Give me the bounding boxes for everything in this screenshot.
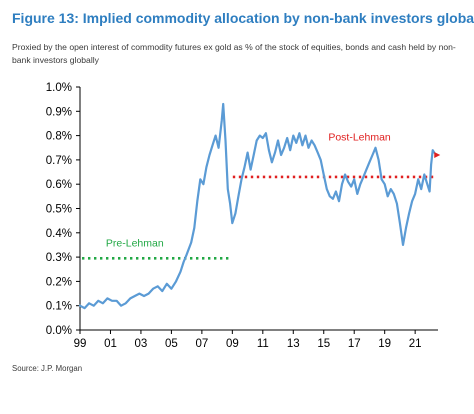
x-tick-label: 21 <box>409 338 422 350</box>
x-tick-label: 99 <box>74 338 87 350</box>
x-tick-label: 13 <box>287 338 300 350</box>
post-lehman-label: Post-Lehman <box>328 131 391 143</box>
y-tick-label: 0.0% <box>46 325 72 337</box>
y-tick-label: 0.3% <box>46 252 72 264</box>
y-tick-label: 0.6% <box>46 179 72 191</box>
y-tick-label: 0.2% <box>46 276 72 288</box>
y-tick-label: 1.0% <box>46 82 72 94</box>
y-tick-label: 0.8% <box>46 131 72 143</box>
x-tick-label: 15 <box>317 338 330 350</box>
y-tick-label: 0.5% <box>46 204 72 216</box>
chart-source: Source: J.P. Morgan <box>12 364 83 373</box>
x-tick-label: 05 <box>165 338 178 350</box>
chart-subtitle: Proxied by the open interest of commodit… <box>12 42 456 65</box>
x-tick-label: 19 <box>378 338 391 350</box>
y-tick-label: 0.4% <box>46 228 72 240</box>
y-tick-label: 0.9% <box>46 106 72 118</box>
latest-value-marker <box>434 152 441 159</box>
x-tick-label: 01 <box>104 338 117 350</box>
y-tick-label: 0.1% <box>46 301 72 313</box>
commodity-allocation-series-line <box>78 102 436 310</box>
x-tick-label: 03 <box>135 338 148 350</box>
x-tick-label: 09 <box>226 338 239 350</box>
x-tick-label: 07 <box>195 338 208 350</box>
pre-lehman-label: Pre-Lehman <box>106 237 164 249</box>
chart-title: Figure 13: Implied commodity allocation … <box>12 10 474 26</box>
x-tick-label: 11 <box>257 338 269 350</box>
y-tick-label: 0.7% <box>46 155 72 167</box>
x-tick-label: 17 <box>348 338 361 350</box>
